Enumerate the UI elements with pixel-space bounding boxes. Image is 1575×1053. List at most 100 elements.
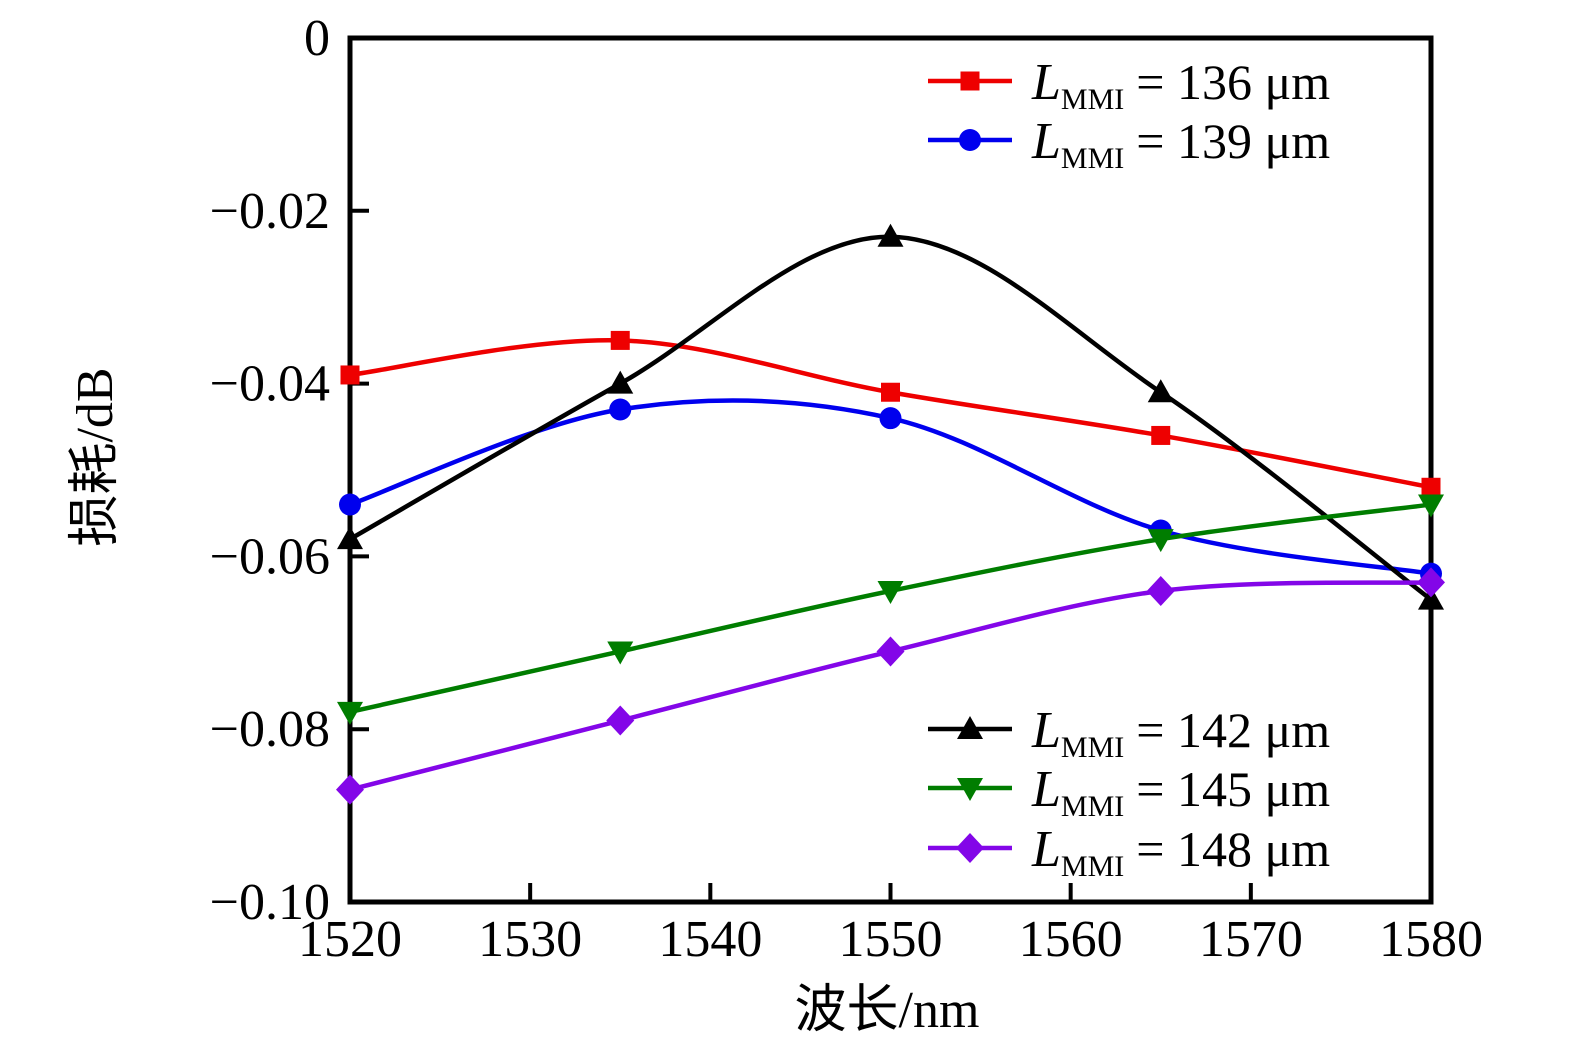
legend-marker-circle: [959, 129, 981, 151]
triangle-up-marker-icon: [1147, 379, 1174, 403]
y-axis-title: 损耗/dB: [67, 367, 124, 546]
plot-spines: [347, 35, 1434, 905]
legend-entry-145um: LMMI = 145 μm: [928, 761, 1330, 823]
legend-entry-136um: LMMI = 136 μm: [928, 54, 1330, 116]
square-marker-icon: [1421, 477, 1441, 497]
data-point-136um: [1421, 477, 1441, 497]
legend-value: = 142 μm: [1136, 702, 1330, 758]
x-tick-label: 1560: [1019, 911, 1123, 968]
y-tick-label: −0.08: [210, 701, 330, 758]
legend-marker-diamond: [956, 833, 984, 863]
legend-symbol: L: [1031, 761, 1061, 818]
x-tick-label: 1530: [478, 911, 582, 968]
triangle-down-marker-icon: [957, 778, 983, 801]
legend-subscript: MMI: [1061, 731, 1124, 764]
data-point-139um: [339, 493, 361, 516]
square-marker-icon: [960, 71, 980, 91]
triangle-up-marker-icon: [957, 716, 983, 739]
data-point-142um: [1418, 586, 1444, 610]
data-point-139um: [879, 407, 902, 430]
circle-marker-icon: [879, 407, 902, 430]
triangle-down-marker-icon: [877, 580, 904, 604]
legend-subscript: MMI: [1061, 83, 1124, 116]
data-point-142um: [877, 223, 904, 247]
triangle-up-marker-icon: [1418, 586, 1444, 610]
legend-symbol: L: [1031, 54, 1061, 111]
diamond-marker-icon: [1146, 575, 1175, 606]
square-marker-icon: [881, 382, 900, 402]
square-marker-icon: [340, 365, 360, 385]
circle-marker-icon: [339, 493, 361, 516]
y-tick-label: −0.06: [210, 528, 330, 585]
series-layer: [336, 223, 1445, 805]
x-tick-label: 1550: [839, 911, 943, 968]
data-point-148um: [606, 705, 635, 736]
data-point-142um: [607, 370, 634, 394]
y-tick-label: −0.10: [210, 874, 330, 931]
diamond-marker-icon: [956, 833, 984, 863]
legend-label: LMMI = 142 μm: [1031, 702, 1330, 764]
diamond-marker-icon: [876, 636, 905, 667]
x-tick-label: 1540: [658, 911, 762, 968]
data-point-136um: [610, 330, 630, 350]
legend-label: LMMI = 139 μm: [1031, 113, 1330, 175]
data-point-148um: [336, 774, 364, 805]
legend-entry-139um: LMMI = 139 μm: [928, 113, 1330, 175]
data-point-139um: [609, 398, 632, 421]
legend-subscript: MMI: [1061, 850, 1124, 883]
triangle-up-marker-icon: [337, 526, 363, 550]
legend-symbol: L: [1031, 702, 1061, 759]
diamond-marker-icon: [606, 705, 635, 736]
triangle-up-marker-icon: [877, 223, 904, 247]
axes-layer: 1520 1530 1540 1550 1560 1570 1580 0 −0.02 −0.04 −…: [210, 10, 1483, 968]
data-point-145um: [607, 641, 634, 665]
x-axis-title: 波长/nm: [795, 982, 980, 1039]
triangle-down-marker-icon: [337, 701, 363, 725]
legend-marker-triangle-down: [957, 778, 983, 801]
legend-subscript: MMI: [1061, 142, 1124, 175]
legend-label: LMMI = 145 μm: [1031, 761, 1330, 823]
triangle-down-marker-icon: [1418, 494, 1444, 518]
y-tick-label: 0: [304, 10, 330, 67]
triangle-down-marker-icon: [1147, 529, 1174, 553]
legend-label: LMMI = 148 μm: [1031, 821, 1330, 883]
data-point-145um: [1147, 529, 1174, 553]
legend-subscript: MMI: [1061, 790, 1124, 823]
legend-entry-142um: LMMI = 142 μm: [928, 702, 1330, 764]
legend-marker-square: [960, 71, 980, 91]
data-point-142um: [1147, 379, 1174, 403]
x-tick-label: 1570: [1199, 911, 1303, 968]
data-point-148um: [876, 636, 905, 667]
y-tick-label: −0.04: [210, 356, 330, 413]
square-marker-icon: [610, 330, 630, 350]
data-point-148um: [1146, 575, 1175, 606]
legend-value: = 145 μm: [1136, 761, 1330, 817]
data-point-136um: [881, 382, 900, 402]
legend-symbol: L: [1031, 113, 1061, 170]
x-tick-label: 1520: [298, 911, 402, 968]
legend-marker-triangle-up: [957, 716, 983, 739]
series-139um: [339, 398, 1442, 585]
legend-entry-148um: LMMI = 148 μm: [928, 821, 1330, 883]
data-point-145um: [1418, 494, 1444, 518]
legend-value: = 148 μm: [1136, 821, 1330, 877]
x-tick-label: 1580: [1379, 911, 1483, 968]
legend-value: = 136 μm: [1136, 54, 1330, 110]
data-point-145um: [337, 701, 363, 725]
circle-marker-icon: [609, 398, 632, 421]
data-point-142um: [337, 526, 363, 550]
series-145um: [337, 494, 1444, 725]
legend-symbol: L: [1031, 821, 1061, 878]
data-point-145um: [877, 580, 904, 604]
diamond-marker-icon: [336, 774, 364, 805]
square-marker-icon: [1151, 425, 1171, 445]
series-136um: [340, 330, 1441, 497]
triangle-down-marker-icon: [607, 641, 634, 665]
series-line-145um: [347, 502, 1434, 715]
legend-value: = 139 μm: [1136, 113, 1330, 169]
legend-label: LMMI = 136 μm: [1031, 54, 1330, 116]
circle-marker-icon: [959, 129, 981, 151]
triangle-up-marker-icon: [607, 370, 634, 394]
